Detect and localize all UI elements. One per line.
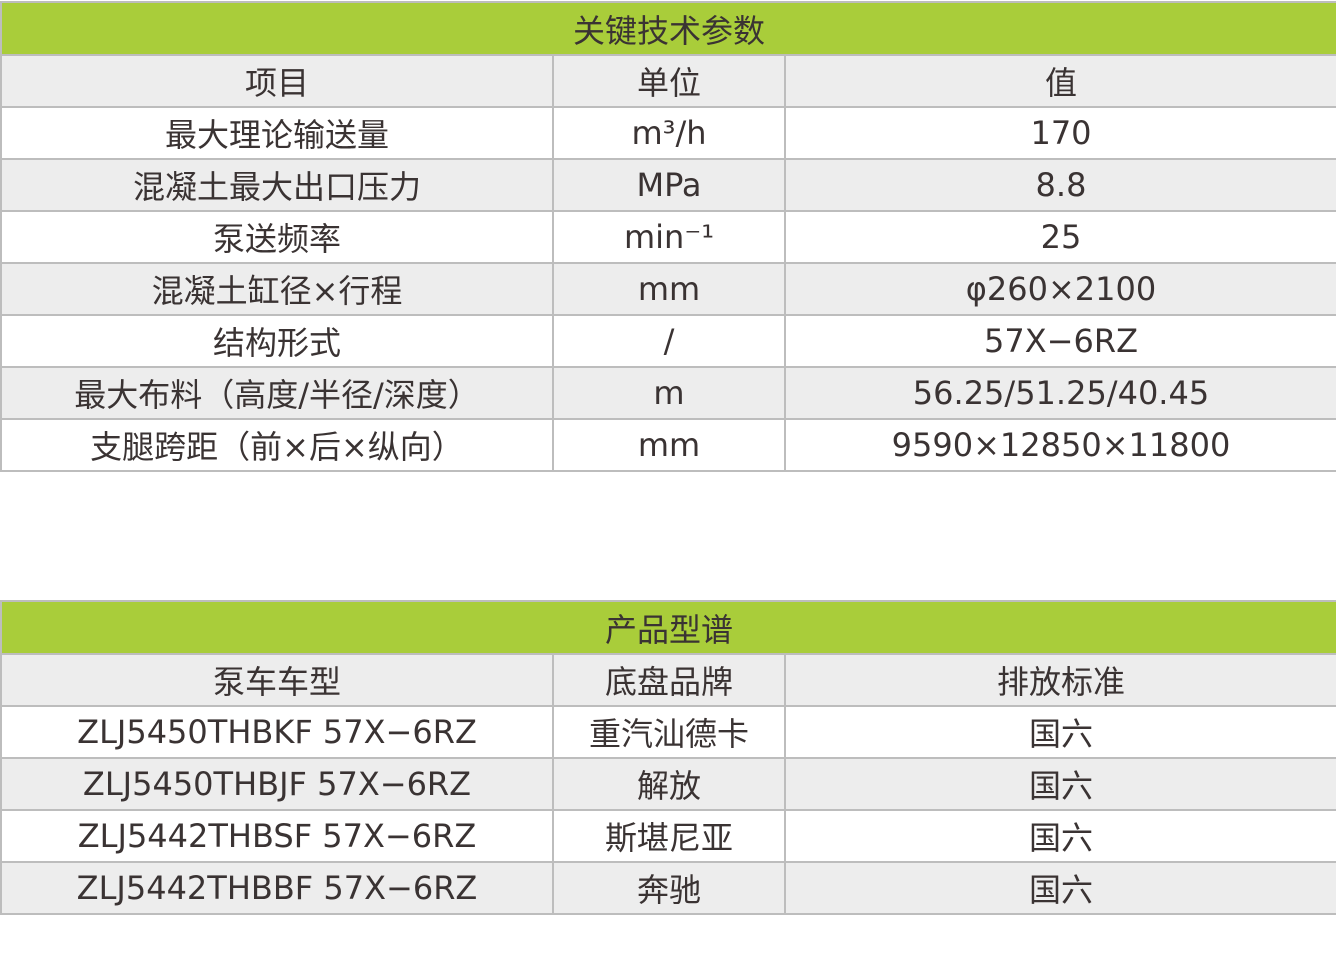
- table-row: 泵送频率 min⁻¹ 25: [0, 210, 1336, 264]
- cell-model: ZLJ5450THBJF 57X−6RZ: [0, 757, 554, 811]
- cell-value: 25: [784, 210, 1336, 264]
- cell-item: 最大布料（高度/半径/深度）: [0, 366, 554, 420]
- cell-item: 结构形式: [0, 314, 554, 368]
- column-header: 值: [784, 54, 1336, 108]
- cell-chassis: 重汽汕德卡: [552, 705, 786, 759]
- cell-value: 9590×12850×11800: [784, 418, 1336, 472]
- table-row: 最大布料（高度/半径/深度） m 56.25/51.25/40.45: [0, 366, 1336, 420]
- table-row: 混凝土缸径×行程 mm φ260×2100: [0, 262, 1336, 316]
- cell-item: 支腿跨距（前×后×纵向）: [0, 418, 554, 472]
- cell-emission: 国六: [783, 861, 1336, 915]
- column-header: 泵车车型: [0, 653, 554, 707]
- cell-unit: mm: [552, 262, 786, 316]
- column-header: 项目: [0, 54, 554, 108]
- table-row: 支腿跨距（前×后×纵向） mm 9590×12850×11800: [0, 418, 1336, 472]
- table-row: ZLJ5450THBJF 57X−6RZ 解放 国六: [0, 757, 1336, 811]
- cell-emission: 国六: [783, 757, 1336, 811]
- product-models-table: 产品型谱 泵车车型 底盘品牌 排放标准 ZLJ5450THBKF 57X−6RZ…: [0, 600, 1336, 915]
- table-row: 最大理论输送量 m³/h 170: [0, 106, 1336, 160]
- cell-unit: MPa: [552, 158, 786, 212]
- cell-model: ZLJ5450THBKF 57X−6RZ: [0, 705, 554, 759]
- cell-value: 170: [784, 106, 1336, 160]
- cell-value: φ260×2100: [784, 262, 1336, 316]
- cell-unit: mm: [552, 418, 786, 472]
- column-header: 底盘品牌: [552, 653, 786, 707]
- cell-emission: 国六: [783, 809, 1336, 863]
- table-row: ZLJ5450THBKF 57X−6RZ 重汽汕德卡 国六: [0, 705, 1336, 759]
- cell-model: ZLJ5442THBSF 57X−6RZ: [0, 809, 554, 863]
- cell-unit: m: [552, 366, 786, 420]
- column-header: 排放标准: [783, 653, 1336, 707]
- cell-value: 57X−6RZ: [784, 314, 1336, 368]
- table-row: ZLJ5442THBBF 57X−6RZ 奔驰 国六: [0, 861, 1336, 915]
- cell-item: 混凝土最大出口压力: [0, 158, 554, 212]
- cell-value: 8.8: [784, 158, 1336, 212]
- table-row: 结构形式/57X−6RZ: [0, 314, 1336, 368]
- cell-emission: 国六: [783, 705, 1336, 759]
- cell-item: 混凝土缸径×行程: [0, 262, 554, 316]
- table-title: 产品型谱: [0, 600, 1336, 655]
- table-row: 混凝土最大出口压力 MPa 8.8: [0, 158, 1336, 212]
- cell-unit: m³/h: [552, 106, 786, 160]
- cell-unit: min⁻¹: [552, 210, 786, 264]
- cell-chassis: 解放: [552, 757, 786, 811]
- cell-item: 泵送频率: [0, 210, 554, 264]
- cell-value: 56.25/51.25/40.45: [784, 366, 1336, 420]
- cell-chassis: 奔驰: [552, 861, 786, 915]
- cell-unit: /: [552, 314, 786, 368]
- table-title: 关键技术参数: [0, 1, 1336, 56]
- cell-model: ZLJ5442THBBF 57X−6RZ: [0, 861, 554, 915]
- table-row: ZLJ5442THBSF 57X−6RZ 斯堪尼亚 国六: [0, 809, 1336, 863]
- technical-parameters-table: 关键技术参数 项目 单位 值 最大理论输送量 m³/h 170 混凝土最大出口压力 MP…: [0, 1, 1336, 472]
- column-header: 单位: [552, 54, 786, 108]
- cell-item: 最大理论输送量: [0, 106, 554, 160]
- cell-chassis: 斯堪尼亚: [552, 809, 786, 863]
